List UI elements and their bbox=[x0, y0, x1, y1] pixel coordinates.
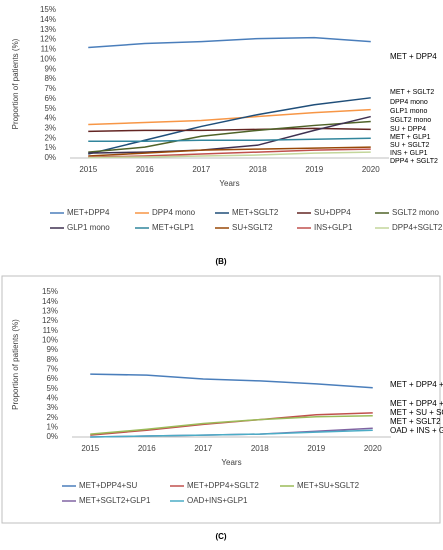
series-line bbox=[90, 414, 373, 435]
y-tick-label: 15% bbox=[42, 287, 58, 296]
y-tick-label: 5% bbox=[44, 104, 56, 113]
x-tick-label: 2017 bbox=[192, 165, 210, 174]
series-line bbox=[88, 97, 371, 155]
y-tick-label: 14% bbox=[40, 15, 56, 24]
legend-label: SGLT2 mono bbox=[392, 208, 440, 217]
series-line bbox=[88, 108, 371, 126]
y-tick-label: 2% bbox=[46, 413, 58, 422]
x-tick-label: 2016 bbox=[138, 444, 156, 453]
legend-label: GLP1 mono bbox=[67, 223, 110, 232]
y-tick-label: 12% bbox=[42, 316, 58, 325]
legend-label: MET+SGLT2 bbox=[232, 208, 279, 217]
x-tick-label: 2020 bbox=[364, 444, 382, 453]
legend-label: DPP4 mono bbox=[152, 208, 196, 217]
annotation: DPP4 mono bbox=[390, 99, 428, 106]
x-tick-label: 2020 bbox=[362, 165, 380, 174]
y-tick-label: 11% bbox=[41, 45, 56, 54]
series-line bbox=[90, 429, 373, 438]
annotation: MET + DPP4 + SU bbox=[390, 380, 443, 389]
x-tick-label: 2016 bbox=[136, 165, 154, 174]
annotation: SU + SGLT2 bbox=[390, 142, 429, 149]
x-tick-label: 2018 bbox=[249, 165, 267, 174]
y-tick-label: 0% bbox=[44, 153, 56, 162]
annotation: MET + DPP4 + SGLT2 bbox=[390, 399, 443, 408]
annotation: MET + SU + SGLT2 bbox=[390, 408, 443, 417]
series-line bbox=[88, 151, 371, 159]
legend-label: MET+DPP4+SGLT2 bbox=[187, 481, 259, 490]
x-axis-title: Years bbox=[219, 179, 239, 188]
series-line bbox=[88, 137, 371, 142]
y-tick-label: 3% bbox=[44, 124, 56, 133]
legend-label: INS+GLP1 bbox=[314, 223, 353, 232]
annotation: SU + DPP4 bbox=[390, 126, 426, 133]
panel-border bbox=[1, 275, 441, 524]
y-tick-label: 0% bbox=[46, 432, 58, 441]
series-line bbox=[88, 127, 371, 133]
y-tick-label: 14% bbox=[42, 297, 58, 306]
annotation: DPP4 + SGLT2 bbox=[390, 158, 438, 165]
legend-label: DPP4+SGLT2 bbox=[392, 223, 443, 232]
y-tick-label: 8% bbox=[44, 74, 56, 83]
y-tick-label: 3% bbox=[46, 403, 58, 412]
y-tick-label: 6% bbox=[44, 94, 56, 103]
annotation: MET + DPP4 bbox=[390, 52, 437, 61]
y-tick-label: 4% bbox=[44, 114, 56, 123]
series-line bbox=[88, 115, 371, 154]
legend-label: MET+DPP4 bbox=[67, 208, 110, 217]
y-tick-label: 8% bbox=[46, 355, 58, 364]
annotation: MET + GLP1 bbox=[390, 134, 431, 141]
y-tick-label: 1% bbox=[44, 143, 56, 152]
x-tick-label: 2017 bbox=[194, 444, 212, 453]
annotation: SGLT2 mono bbox=[390, 117, 431, 124]
series-line bbox=[88, 148, 371, 158]
y-tick-label: 1% bbox=[46, 422, 58, 431]
y-tick-label: 13% bbox=[42, 306, 58, 315]
legend-label: MET+DPP4+SU bbox=[79, 481, 137, 490]
y-axis-title: Proportion of patients (%) bbox=[11, 38, 20, 129]
y-tick-label: 2% bbox=[44, 133, 56, 142]
legend-label: SU+DPP4 bbox=[314, 208, 351, 217]
series-line bbox=[88, 36, 371, 49]
series-line bbox=[88, 120, 371, 153]
panel-label: (B) bbox=[215, 257, 226, 266]
series-line bbox=[88, 146, 371, 157]
y-tick-label: 7% bbox=[44, 84, 56, 93]
legend-label: OAD+INS+GLP1 bbox=[187, 496, 248, 505]
legend-label: SU+SGLT2 bbox=[232, 223, 273, 232]
x-axis-title: Years bbox=[221, 458, 241, 467]
y-tick-label: 9% bbox=[44, 64, 56, 73]
y-tick-label: 4% bbox=[46, 393, 58, 402]
y-tick-label: 10% bbox=[42, 335, 58, 344]
y-tick-label: 12% bbox=[40, 35, 56, 44]
panel-label: (C) bbox=[215, 532, 226, 541]
legend-label: MET+SU+SGLT2 bbox=[297, 481, 360, 490]
y-tick-label: 5% bbox=[46, 384, 58, 393]
x-tick-label: 2015 bbox=[79, 165, 97, 174]
y-tick-label: 9% bbox=[46, 345, 58, 354]
y-tick-label: 13% bbox=[40, 25, 56, 34]
series-line bbox=[90, 373, 373, 389]
y-tick-label: 10% bbox=[40, 54, 56, 63]
legend-label: MET+GLP1 bbox=[152, 223, 195, 232]
annotation: INS + GLP1 bbox=[390, 150, 428, 157]
x-tick-label: 2015 bbox=[81, 444, 99, 453]
x-tick-label: 2019 bbox=[305, 165, 323, 174]
x-tick-label: 2019 bbox=[307, 444, 325, 453]
annotation: MET + SGLT2 + GLP1 bbox=[390, 417, 443, 426]
annotation: OAD + INS + GLP1 bbox=[390, 426, 443, 435]
annotation: MET + SGLT2 bbox=[390, 89, 434, 96]
annotation: GLP1 mono bbox=[390, 108, 427, 115]
x-tick-label: 2018 bbox=[251, 444, 269, 453]
y-tick-label: 11% bbox=[43, 326, 58, 335]
y-tick-label: 7% bbox=[46, 364, 58, 373]
legend-label: MET+SGLT2+GLP1 bbox=[79, 496, 151, 505]
y-axis-title: Proportion of patients (%) bbox=[11, 319, 20, 410]
y-tick-label: 6% bbox=[46, 374, 58, 383]
y-tick-label: 15% bbox=[40, 5, 56, 14]
